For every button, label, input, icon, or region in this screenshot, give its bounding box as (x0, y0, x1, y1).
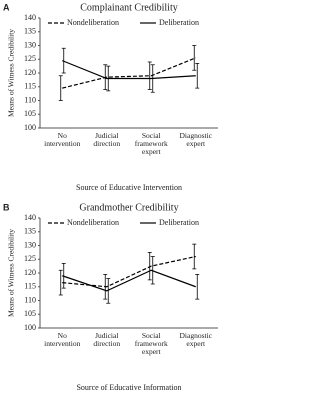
x-tick-label: No intervention (44, 331, 81, 348)
error-bar (58, 75, 63, 101)
y-tick-label: 140 (24, 213, 36, 222)
y-tick-label: 100 (24, 323, 36, 332)
x-tick-label: Social framework expert (134, 331, 168, 356)
figure: A Complainant Credibility Means of Witness… (3, 2, 218, 392)
x-axis-label: Source of Educative Information (76, 383, 181, 392)
y-tick-label: 105 (24, 309, 36, 318)
x-tick-label: Diagnostic expert (179, 331, 213, 348)
error-bar (147, 61, 152, 90)
error-bar (61, 47, 66, 74)
error-bar (106, 65, 111, 92)
y-axis-label: Means of Witness Credibility (7, 229, 16, 317)
x-tick-label: Social framework expert (134, 131, 168, 156)
error-bar (150, 256, 155, 285)
series-line (62, 255, 196, 288)
y-tick-label: 110 (24, 295, 36, 304)
y-tick-label: 120 (24, 268, 36, 277)
error-bar (106, 278, 111, 304)
error-bar (192, 45, 197, 71)
y-tick-label: 115 (24, 82, 36, 91)
error-bar (192, 243, 197, 270)
error-bar (195, 273, 200, 300)
error-bar (150, 64, 155, 93)
y-tick-label: 105 (24, 109, 36, 118)
x-tick-label: No intervention (44, 131, 81, 148)
error-bar (103, 64, 108, 90)
chart-title: Complainant Credibility (80, 2, 178, 13)
error-bar (103, 273, 108, 300)
y-tick-label: 130 (24, 240, 36, 249)
series-line (62, 60, 196, 80)
y-tick-label: 115 (24, 282, 36, 291)
y-tick-label: 120 (24, 68, 36, 77)
x-tick-label: Judicial direction (93, 131, 121, 148)
series-line (62, 269, 196, 292)
error-bar (61, 262, 66, 289)
error-bar (58, 269, 63, 296)
y-tick-label: 135 (24, 227, 36, 236)
y-tick-label: 125 (24, 254, 36, 263)
legend-label: Deliberation (159, 18, 199, 27)
y-tick-label: 100 (24, 123, 36, 132)
error-bar (195, 62, 200, 89)
x-axis-label: Source of Educative Intervention (76, 183, 182, 192)
y-tick-label: 130 (24, 40, 36, 49)
x-tick-label: Judicial direction (93, 331, 121, 348)
chart: A Complainant Credibility Means of Witness… (3, 2, 218, 392)
y-tick-label: 125 (24, 54, 36, 63)
y-tick-label: 110 (24, 95, 36, 104)
panel-label: A (3, 2, 10, 12)
legend-label: Nondeliberation (67, 218, 119, 227)
panel-label: B (3, 202, 10, 212)
series-line (62, 57, 196, 89)
legend-label: Deliberation (159, 218, 199, 227)
error-bar (147, 251, 152, 281)
y-tick-label: 135 (24, 27, 36, 36)
chart-title: Grandmother Credibility (79, 202, 178, 213)
legend-label: Nondeliberation (67, 18, 119, 27)
x-tick-label: Diagnostic expert (179, 131, 213, 148)
y-tick-label: 140 (24, 13, 36, 22)
y-axis-label: Means of Witness Credibility (7, 29, 16, 117)
